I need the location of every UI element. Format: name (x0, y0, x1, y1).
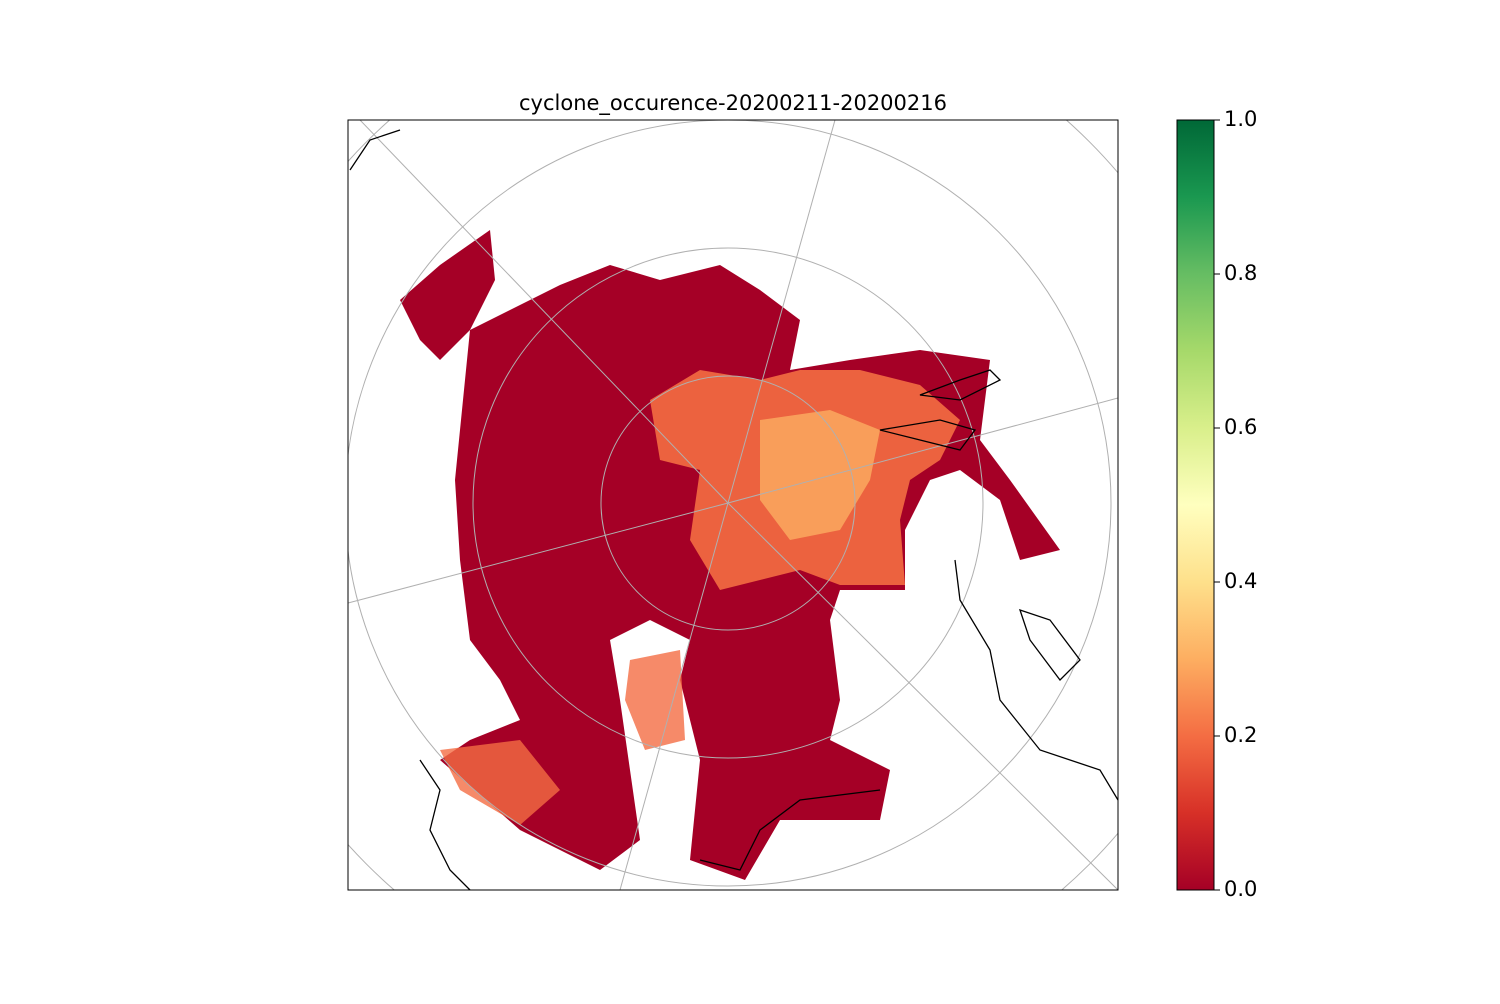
map (348, 120, 1118, 890)
graticule (348, 120, 1118, 890)
colorbar: 0.0 0.2 0.4 0.6 0.8 1.0 (1176, 107, 1257, 901)
colorbar-tick-label: 0.6 (1224, 415, 1257, 439)
colorbar-tick-label: 1.0 (1224, 107, 1257, 131)
map-frame (347, 119, 1119, 891)
colorbar-tick-label: 0.8 (1224, 261, 1257, 285)
sea-ice-high (760, 410, 880, 540)
sea-ice-mid (440, 650, 685, 825)
map-title: cyclone_occurence-20200211-20200216 (519, 91, 947, 116)
colorbar-gradient (1176, 119, 1215, 891)
colorbar-tick-label: 0.4 (1224, 569, 1257, 593)
colorbar-tick-label: 0.2 (1224, 723, 1257, 747)
colorbar-tick-label: 0.0 (1224, 877, 1257, 901)
coastline (349, 129, 1118, 890)
sea-ice-low (400, 230, 495, 360)
